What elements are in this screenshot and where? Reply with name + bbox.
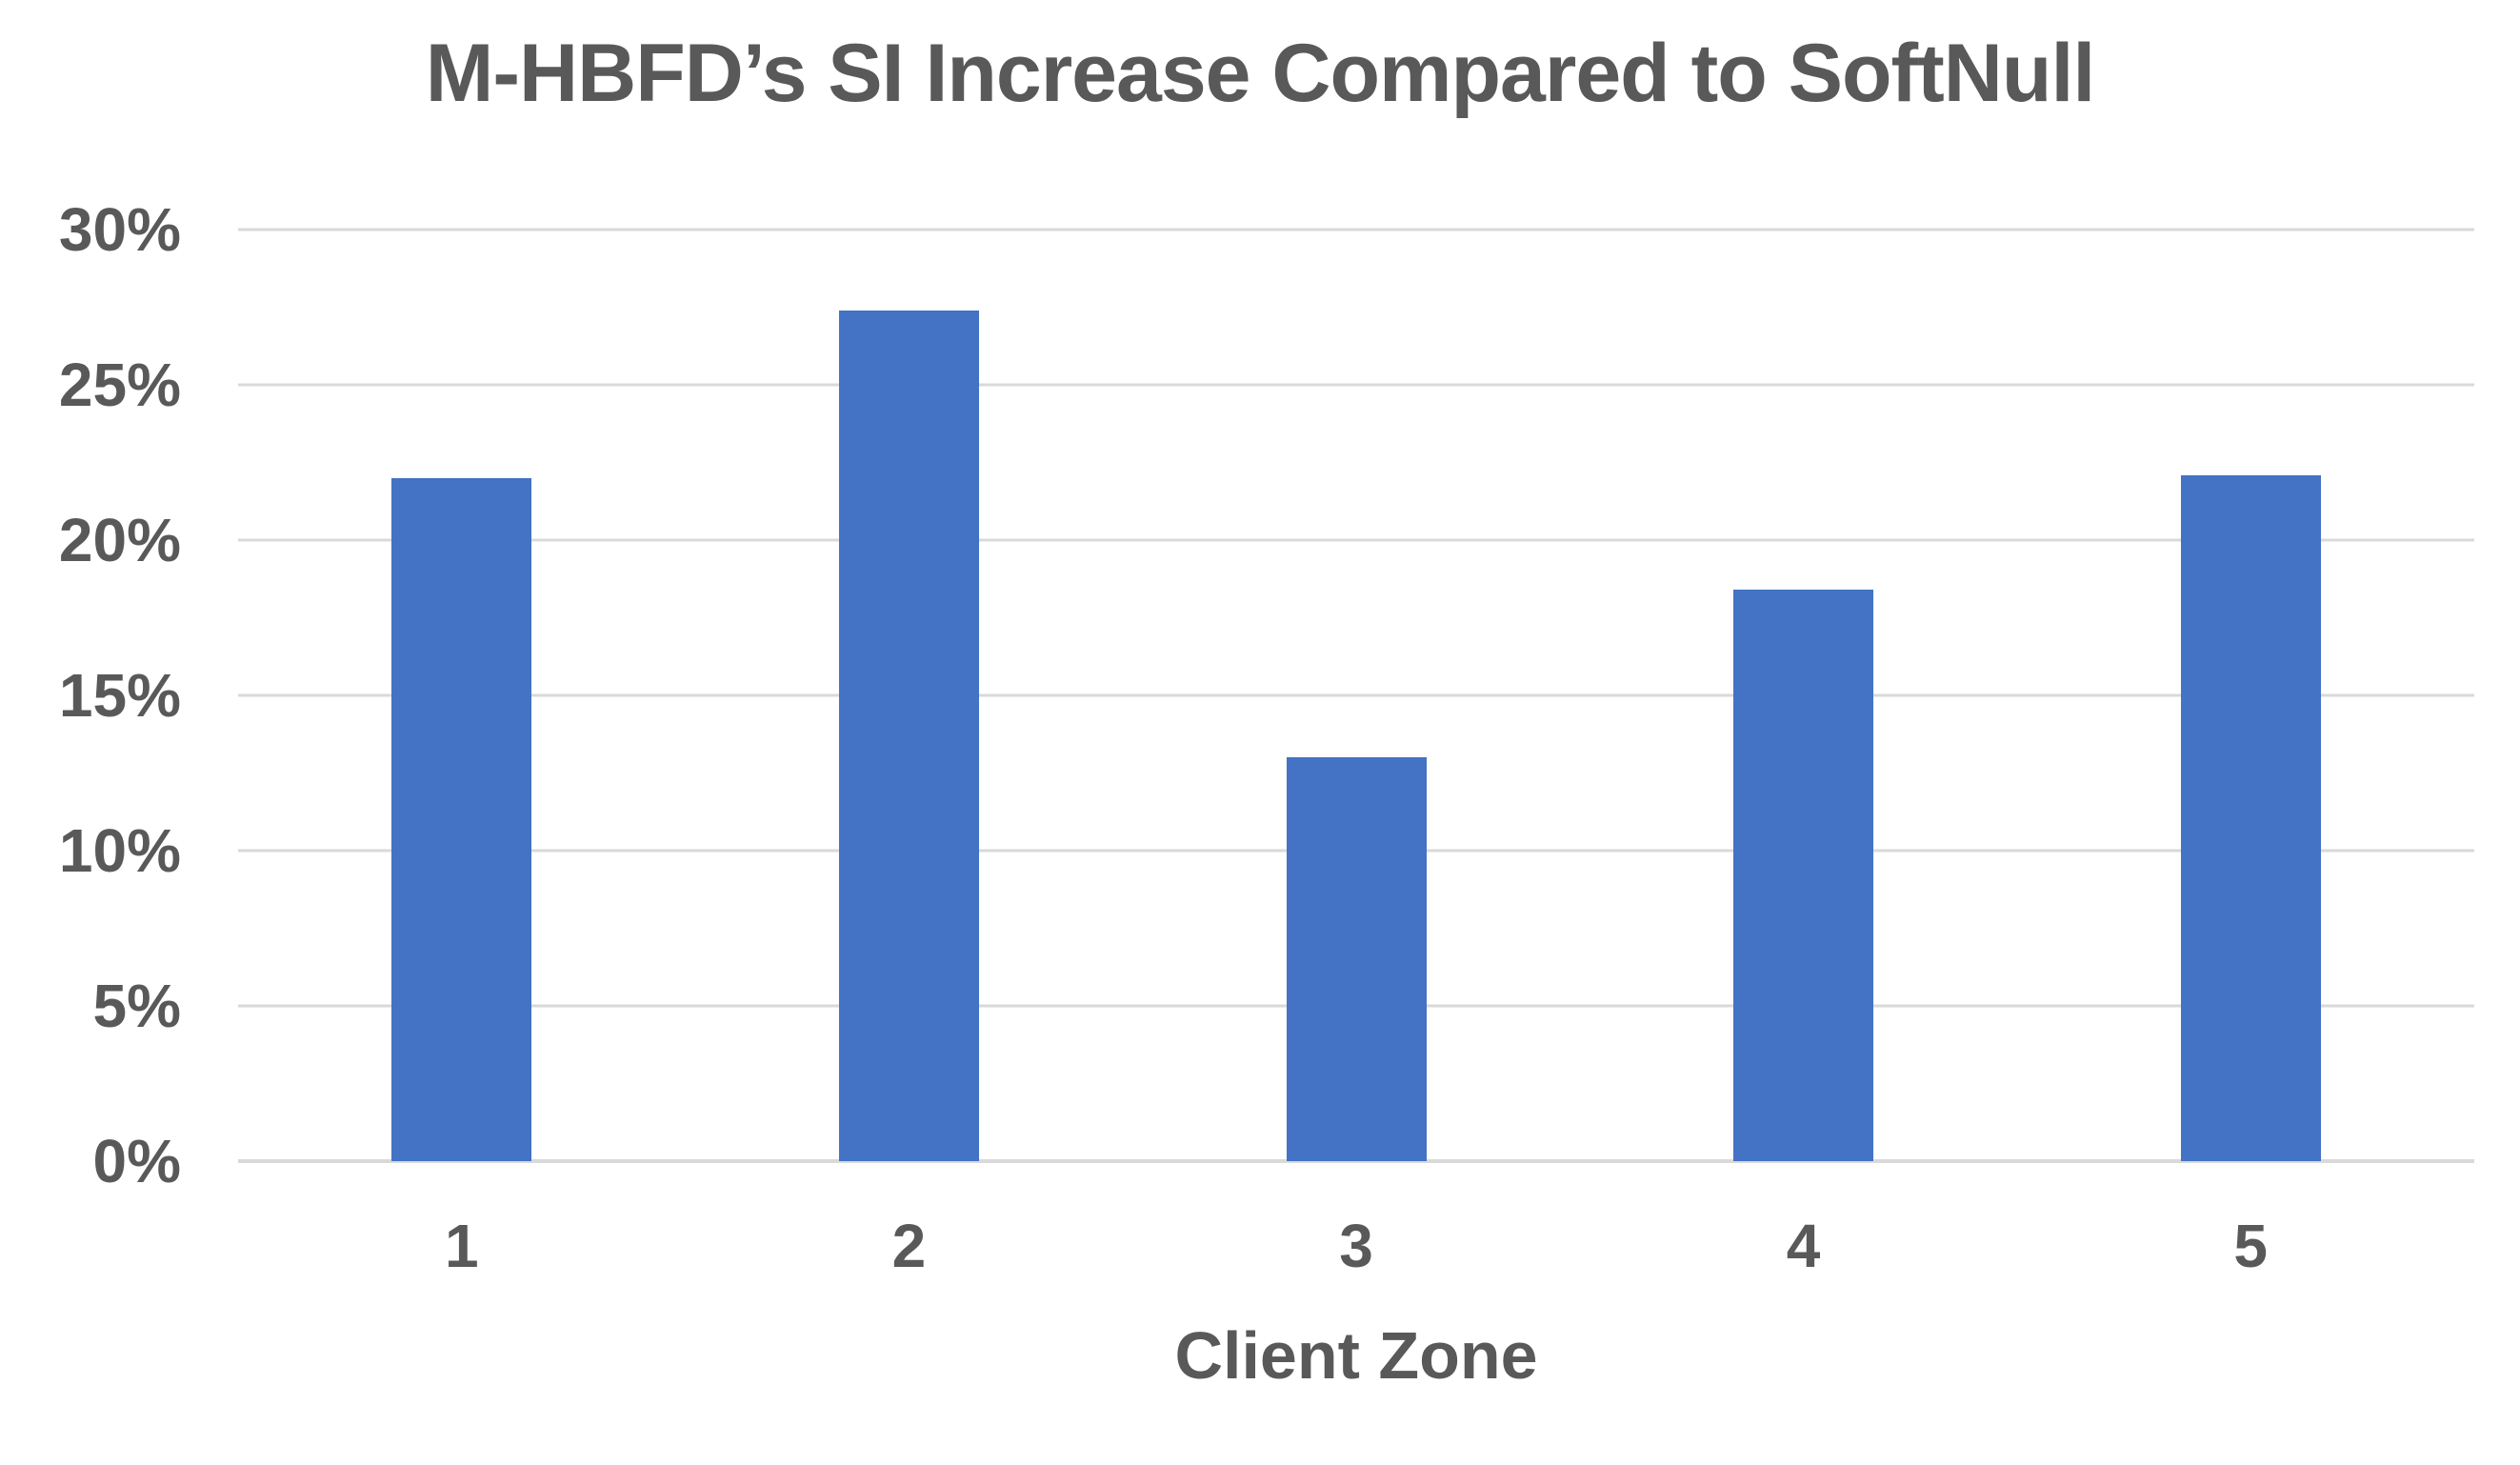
x-tick-label: 5 (2233, 1212, 2268, 1280)
x-tick-label: 3 (1339, 1212, 1373, 1280)
x-tick-label: 2 (891, 1212, 927, 1280)
y-tick-label: 5% (92, 972, 182, 1040)
y-tick-label: 10% (58, 816, 181, 885)
bar (2180, 474, 2321, 1161)
y-tick-label: 20% (58, 506, 181, 574)
gridline (238, 383, 2474, 387)
x-axis-title: Client Zone (1174, 1318, 1538, 1393)
bar (838, 310, 979, 1161)
y-tick-label: 15% (58, 661, 181, 730)
bar (1733, 590, 1874, 1161)
gridline (238, 693, 2474, 697)
gridline (238, 228, 2474, 231)
x-tick-label: 1 (445, 1212, 479, 1280)
gridline (238, 1159, 2474, 1163)
bar (391, 477, 532, 1161)
y-tick-label: 0% (92, 1127, 182, 1195)
y-tick-label: 30% (58, 195, 181, 264)
plot-area (238, 228, 2474, 1163)
x-tick-label: 4 (1786, 1212, 1821, 1280)
bar (1286, 757, 1427, 1161)
gridline (238, 538, 2474, 542)
y-tick-label: 25% (58, 351, 181, 419)
chart-title: M-HBFD’s SI Increase Compared to SoftNul… (425, 28, 2096, 119)
